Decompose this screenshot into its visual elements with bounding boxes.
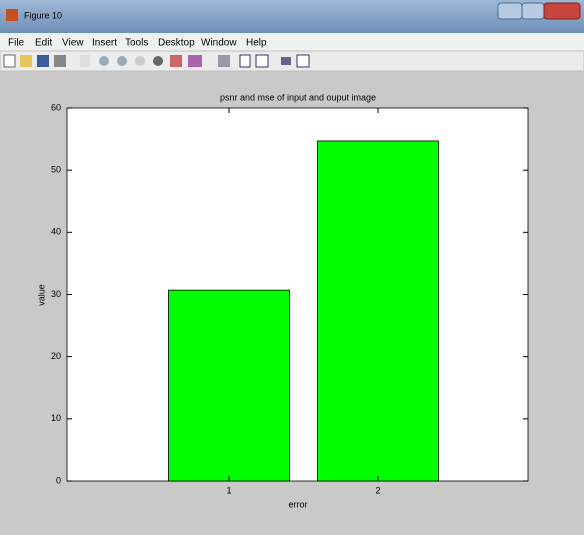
menu-item[interactable]: Tools xyxy=(125,38,148,49)
menu-item[interactable]: Desktop xyxy=(158,38,195,49)
window-title: Figure 10 xyxy=(24,10,62,20)
tool-new[interactable] xyxy=(4,55,15,67)
title-bar xyxy=(0,0,584,33)
menu-item[interactable]: Edit xyxy=(35,38,52,49)
tool-link[interactable] xyxy=(218,55,230,67)
tool-select[interactable] xyxy=(80,55,90,67)
y-tick-label: 0 xyxy=(56,475,61,485)
tool-legend[interactable] xyxy=(256,55,268,67)
tool-rotate[interactable] xyxy=(153,56,163,66)
menu-bar xyxy=(0,33,584,51)
y-tick-label: 10 xyxy=(51,413,61,423)
minimize-button[interactable] xyxy=(498,3,522,19)
chart-title: psnr and mse of input and ouput image xyxy=(220,92,376,102)
y-tick-label: 50 xyxy=(51,165,61,175)
tool-save[interactable] xyxy=(37,55,49,67)
y-tick-label: 20 xyxy=(51,351,61,361)
close-button[interactable] xyxy=(544,3,580,19)
bar xyxy=(169,290,290,481)
y-axis-label: value xyxy=(36,284,46,306)
menu-item[interactable]: View xyxy=(62,38,84,49)
tool-pan[interactable] xyxy=(135,56,145,66)
tool-show[interactable] xyxy=(297,55,309,67)
y-tick-label: 30 xyxy=(51,289,61,299)
axes xyxy=(67,108,528,481)
tool-brush[interactable] xyxy=(188,55,202,67)
menu-item[interactable]: Insert xyxy=(92,38,117,49)
tool-hide[interactable] xyxy=(281,57,291,65)
app-icon xyxy=(6,9,18,21)
x-tick-label: 1 xyxy=(226,485,231,495)
tool-zoom-out[interactable] xyxy=(117,56,127,66)
y-tick-label: 60 xyxy=(51,102,61,112)
y-tick-label: 40 xyxy=(51,227,61,237)
x-axis-label: error xyxy=(288,499,307,509)
figure-window: Figure 10 psnr and mse of input and oupu… xyxy=(0,0,584,535)
maximize-button[interactable] xyxy=(522,3,544,19)
tool-zoom-in[interactable] xyxy=(99,56,109,66)
menu-item[interactable]: File xyxy=(8,38,25,49)
tool-open[interactable] xyxy=(20,55,32,67)
tool-datacursor[interactable] xyxy=(170,55,182,67)
menu-item[interactable]: Help xyxy=(246,38,267,49)
menu-item[interactable]: Window xyxy=(201,38,237,49)
x-tick-label: 2 xyxy=(375,485,380,495)
tool-print[interactable] xyxy=(54,55,66,67)
bar xyxy=(318,141,439,481)
tool-colorbar[interactable] xyxy=(240,55,250,67)
